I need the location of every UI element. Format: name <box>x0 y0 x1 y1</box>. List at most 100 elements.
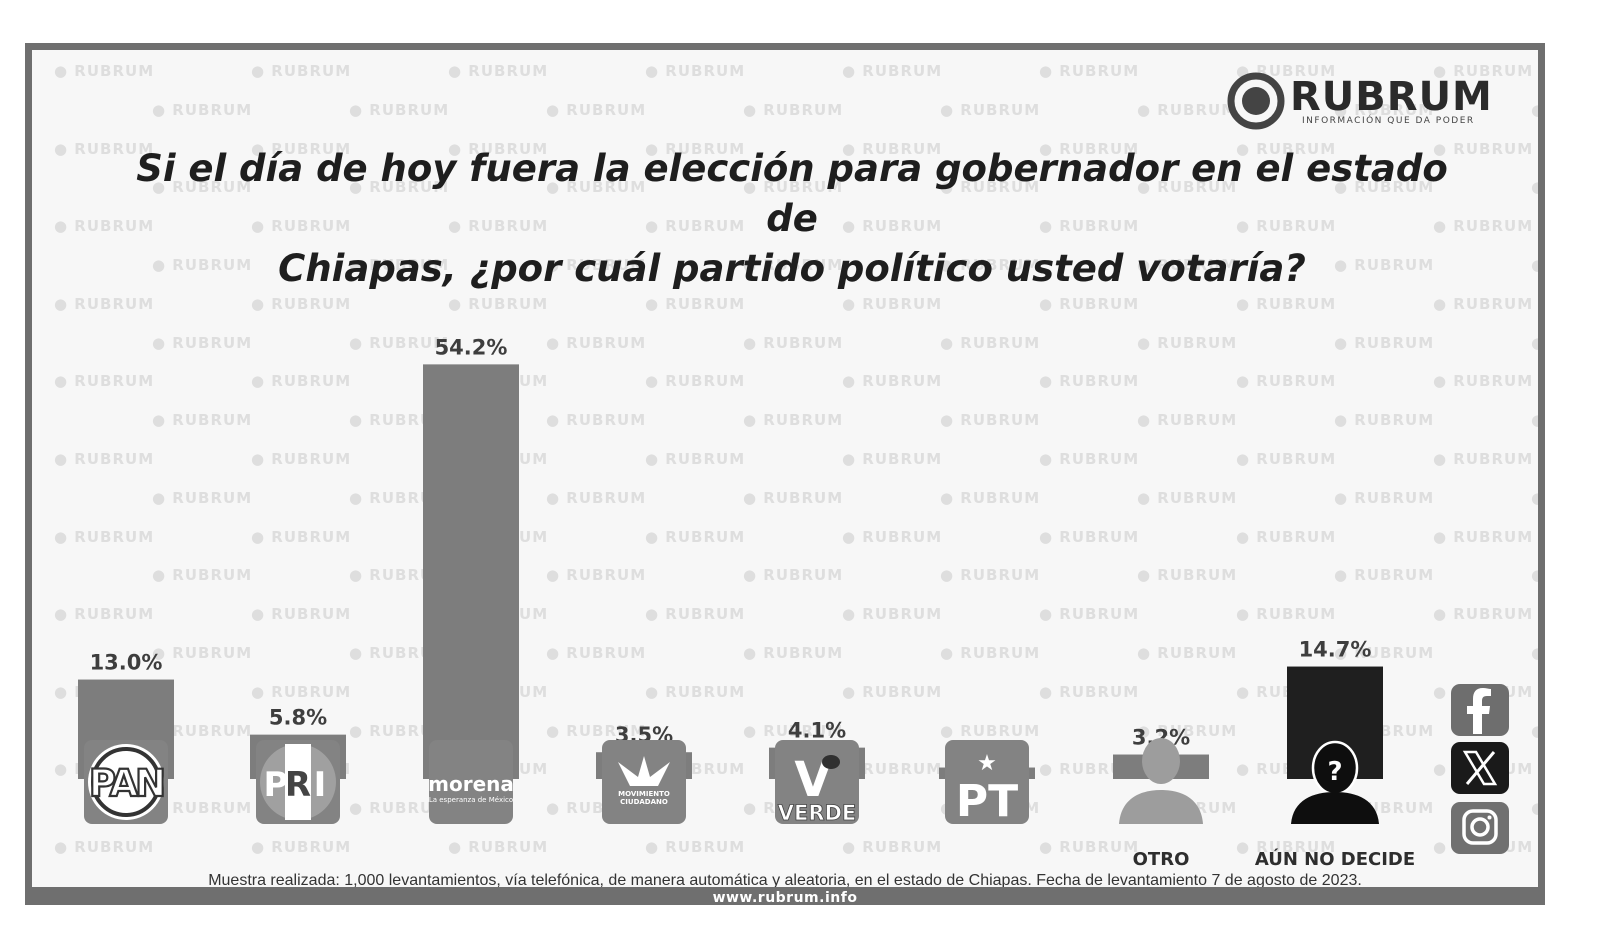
chart-title-line-1: Si el día de hoy fuera la elección para … <box>136 147 1448 240</box>
watermark-text: ● RUBRUM <box>448 294 549 313</box>
watermark-text: ● RUBRUM <box>152 333 253 352</box>
verde-logo-text: VERDE <box>778 801 857 825</box>
facebook-button[interactable] <box>1451 684 1509 736</box>
watermark-text: ● RUBRUM <box>54 217 155 236</box>
watermark-text: ● RUBRUM <box>1531 178 1545 197</box>
undecided-question-mark: ? <box>1327 757 1342 787</box>
pri-logo-letter: R <box>285 765 311 805</box>
watermark-text: ● RUBRUM <box>743 178 844 197</box>
watermark-text: ● RUBRUM <box>1236 527 1337 546</box>
watermark-text: ● RUBRUM <box>546 721 647 740</box>
rubrum-logo-ring <box>1227 72 1285 130</box>
pan-logo: PAN <box>88 744 167 820</box>
watermark-text: ● RUBRUM <box>645 294 746 313</box>
watermark-text: ● RUBRUM <box>152 799 253 818</box>
watermark-text: ● RUBRUM <box>1236 294 1337 313</box>
pri-logo-letter: I <box>314 765 327 805</box>
watermark-text: ● RUBRUM <box>940 644 1041 662</box>
pri-logo-letter: P <box>264 765 289 805</box>
watermark-text: ● RUBRUM <box>645 838 746 856</box>
watermark-text: ● RUBRUM <box>842 294 943 313</box>
watermark-text: ● RUBRUM <box>349 256 450 274</box>
watermark-text: ● RUBRUM <box>1039 682 1140 701</box>
watermark-text: ● RUBRUM <box>1236 605 1337 624</box>
facebook-icon <box>1451 684 1509 736</box>
value-label: 14.7% <box>1299 638 1372 662</box>
pt-logo: ★PT <box>956 751 1018 827</box>
watermark-text: ● RUBRUM <box>1137 411 1238 430</box>
watermark-text: ● RUBRUM <box>842 139 943 158</box>
watermark-text: ● RUBRUM <box>1334 333 1435 352</box>
pt-logo-tile <box>945 740 1029 824</box>
category-label: AÚN NO DECIDE <box>1255 848 1415 870</box>
watermark-text: ● RUBRUM <box>54 527 155 546</box>
bar-chart: 13.0%5.8%54.2%3.5%4.1%1.5%3.2%14.7% PANP… <box>78 335 1415 870</box>
watermark-text: ● RUBRUM <box>1531 566 1545 585</box>
watermark-text: ● RUBRUM <box>546 178 647 197</box>
watermark-text: ● RUBRUM <box>1531 799 1545 818</box>
watermark-text: ● RUBRUM <box>1236 838 1337 856</box>
watermark-text: ● RUBRUM <box>1039 217 1140 236</box>
mc-logo-text-2: CIUDADANO <box>620 798 668 806</box>
watermark-text: ● RUBRUM <box>940 488 1041 507</box>
watermark-text: ● RUBRUM <box>152 721 253 740</box>
watermark-text: ● RUBRUM <box>1137 721 1238 740</box>
watermark-text: ● RUBRUM <box>645 372 746 391</box>
watermark-text: ● RUBRUM <box>1433 450 1534 468</box>
watermark-text: ● RUBRUM <box>1039 294 1140 313</box>
watermark-text: ● RUBRUM <box>1433 217 1534 236</box>
watermark-text: ● RUBRUM <box>1531 721 1545 740</box>
watermark-text: ● RUBRUM <box>1236 217 1337 236</box>
watermark-text: ● RUBRUM <box>1236 139 1337 158</box>
watermark-text: ● RUBRUM <box>842 760 943 779</box>
instagram-icon <box>1451 802 1509 854</box>
watermark-text: ● RUBRUM <box>940 411 1041 430</box>
watermark-text: ● RUBRUM <box>645 139 746 158</box>
x-button[interactable] <box>1451 742 1509 794</box>
watermark-text: ● RUBRUM <box>743 333 844 352</box>
chart-title-line-2: Chiapas, ¿por cuál partido político uste… <box>278 247 1306 290</box>
value-label: 4.1% <box>788 719 846 743</box>
watermark-text: ● RUBRUM <box>940 100 1041 119</box>
watermark-text: ● RUBRUM <box>546 333 647 352</box>
watermark-text: ● RUBRUM <box>54 139 155 158</box>
watermark-text: ● RUBRUM <box>251 139 352 158</box>
pri-logo: PR I <box>260 744 336 820</box>
watermark-text: ● RUBRUM <box>1334 256 1435 274</box>
watermark-text: ● RUBRUM <box>743 644 844 662</box>
watermark-text: ● RUBRUM <box>448 217 549 236</box>
watermark-text: ● RUBRUM <box>1137 488 1238 507</box>
website-link[interactable]: www.rubrum.info <box>712 890 858 906</box>
morena-logo-subtitle: La esperanza de México <box>429 796 513 804</box>
watermark-text: ● RUBRUM <box>349 100 450 119</box>
watermark-text: ● RUBRUM <box>842 838 943 856</box>
watermark-text: ● RUBRUM <box>743 566 844 585</box>
watermark-text: ● RUBRUM <box>1334 100 1435 119</box>
value-label: 5.8% <box>269 706 327 730</box>
watermark-text: ● RUBRUM <box>1334 178 1435 197</box>
watermark-text: ● RUBRUM <box>546 256 647 274</box>
pan-logo-text: PAN <box>89 762 163 805</box>
methodology-footnote: Muestra realizada: 1,000 levantamientos,… <box>208 872 1362 889</box>
watermark-text: ● RUBRUM <box>940 256 1041 274</box>
watermark-text: ● RUBRUM <box>54 294 155 313</box>
watermark-text: ● RUBRUM <box>645 62 746 80</box>
watermark-text: ● RUBRUM <box>349 799 450 818</box>
watermark-text: ● RUBRUM <box>940 566 1041 585</box>
watermark-text: ● RUBRUM <box>842 605 943 624</box>
watermark-text: ● RUBRUM <box>251 62 352 80</box>
instagram-button[interactable] <box>1451 802 1509 854</box>
rubrum-logo-tagline: INFORMACIÓN QUE DA PODER <box>1302 114 1475 126</box>
watermark-text: ● RUBRUM <box>940 721 1041 740</box>
watermark-text: ● RUBRUM <box>743 100 844 119</box>
watermark-text: ● RUBRUM <box>54 605 155 624</box>
watermark-text: ● RUBRUM <box>1433 372 1534 391</box>
watermark-text: ● RUBRUM <box>940 333 1041 352</box>
watermark-text: ● RUBRUM <box>546 566 647 585</box>
watermark-text: ● RUBRUM <box>1137 333 1238 352</box>
watermark-text: ● RUBRUM <box>1334 566 1435 585</box>
watermark-text: ● RUBRUM <box>1433 527 1534 546</box>
watermark-text: ● RUBRUM <box>251 838 352 856</box>
pt-logo-text: PT <box>956 776 1018 827</box>
